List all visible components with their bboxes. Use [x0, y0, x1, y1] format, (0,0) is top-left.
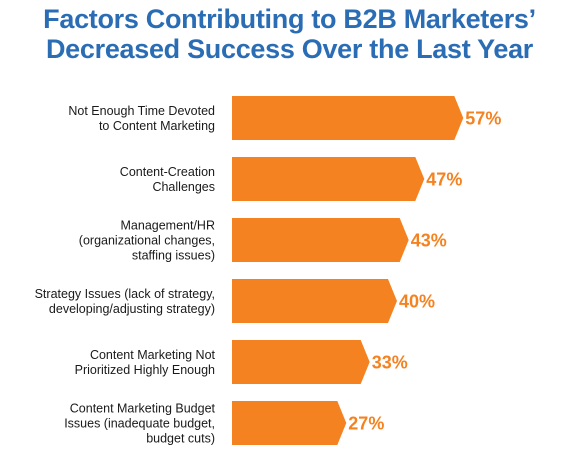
bar — [232, 218, 409, 262]
data-label: 27% — [348, 414, 384, 434]
category-label: Strategy Issues (lack of strategy, develo… — [35, 287, 215, 316]
chart-title: Factors Contributing to B2B Marketers’ D… — [0, 4, 579, 64]
bar — [232, 157, 425, 201]
bar — [232, 340, 370, 384]
bar — [232, 96, 464, 140]
bar — [232, 279, 397, 323]
category-label: Management/HR (organizational changes, sta… — [79, 219, 215, 263]
data-label: 43% — [411, 231, 447, 251]
category-label: Content Marketing Not Prioritized Highly … — [75, 348, 216, 377]
chart-title-line-2: Decreased Success Over the Last Year — [45, 34, 533, 64]
data-label: 33% — [372, 353, 408, 373]
data-label: 40% — [399, 292, 435, 312]
category-label: Content Marketing Budget Issues (inadequa… — [64, 402, 215, 446]
category-label: Not Enough Time Devoted to Content Market… — [68, 104, 215, 133]
data-label: 57% — [465, 109, 501, 129]
chart-title-line-1: Factors Contributing to B2B Marketers’ — [43, 4, 536, 34]
data-label: 47% — [426, 170, 462, 190]
category-label: Content-Creation Challenges — [120, 165, 215, 194]
bar — [232, 401, 347, 445]
